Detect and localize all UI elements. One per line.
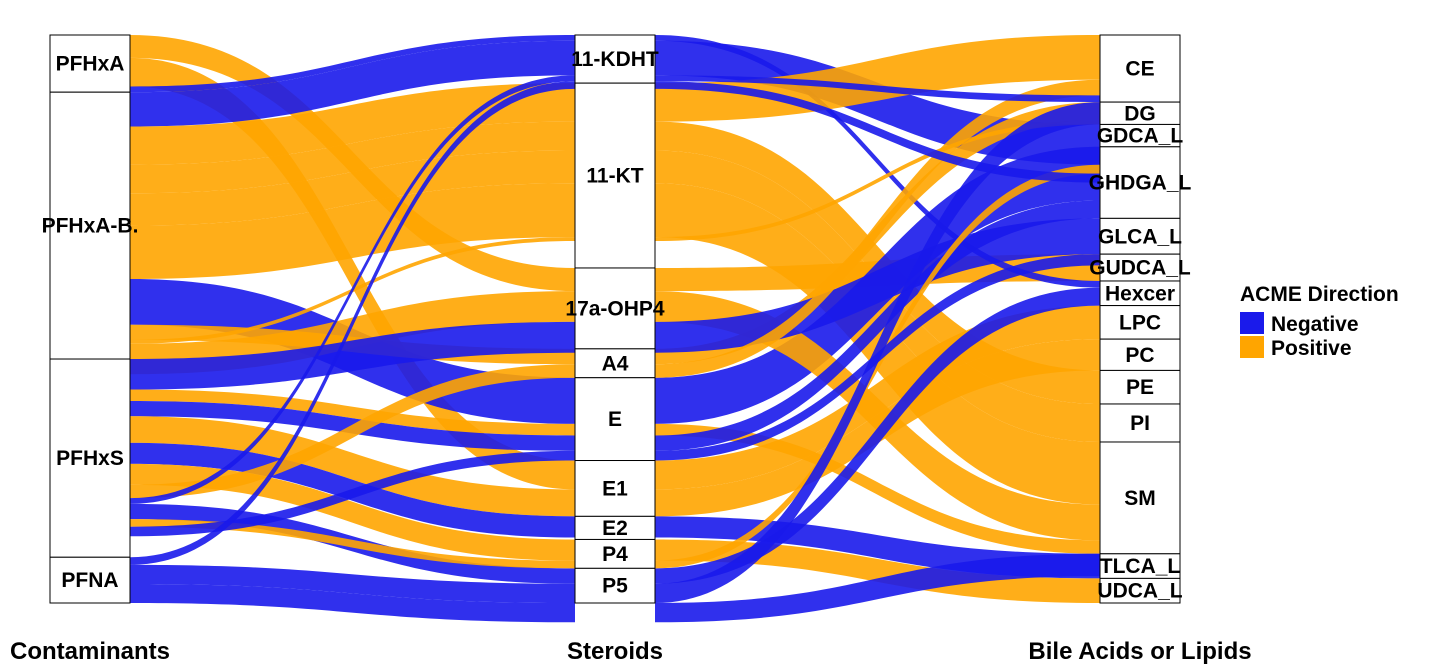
stratum-label-sm: SM [1124,487,1156,510]
stratum-label-hexcer: Hexcer [1105,282,1175,305]
flow-p5-ce-negative [655,102,1100,604]
axis-label-steroids: Steroids [567,638,663,665]
flow-e1-pc-positive [655,339,1100,517]
stratum-label-pc: PC [1125,344,1154,367]
flow-pfhxs-a4-positive [130,364,575,499]
stratum-sm [1099,441,1181,555]
flow-11-kdht-hexcer-negative [655,35,1100,288]
flow-pfna-p5-negative [130,564,575,603]
flow-pfhxs-17a-ohp4-negative [130,321,575,390]
flow-pfna-11-kdht-negative [130,81,575,565]
flow-pfhxa-e1-positive [130,57,575,490]
stratum-label-gudca-l: GUDCA_L [1089,257,1191,280]
stratum-e1 [574,460,656,517]
stratum-label-pfhxa: PFHxA [56,53,125,76]
flow-p5-hexcer-negative [655,287,1100,584]
legend-label-positive: Positive [1271,337,1352,360]
flow-pfhxs-11-kdht-negative [130,75,575,504]
flow-pfhxs-e-positive [130,389,575,436]
legend-swatch-negative [1240,312,1264,334]
flow-pfhxa-b-11-kt-positive [130,121,575,194]
axis-label-bile-acids-or-lipids: Bile Acids or Lipids [1028,638,1251,665]
stratum-pc [1099,338,1181,371]
stratum-label-gdca-l: GDCA_L [1097,125,1184,148]
flow-11-kdht-ce-negative [655,75,1100,103]
stratum-label-17a-ohp4: 17a-OHP4 [565,297,665,320]
flow-p5-sm-negative [655,553,1100,623]
stratum-hexcer [1099,280,1181,307]
stratum-e [574,377,656,462]
stratum-label-dg: DG [1124,102,1156,125]
stratum-pfhxa [49,34,131,93]
flow-11-kt-dg-positive [655,119,1100,242]
flow-e-ghdga-l-negative [655,200,1100,451]
legend-swatch-positive [1240,336,1264,358]
legend-title: ACME Direction [1240,283,1399,306]
stratum-p4 [574,538,656,569]
stratum-pfhxs [49,358,131,558]
flow-pfhxa-11-kdht-negative [130,35,575,93]
strata-layer: PFHxA PFHxA-B. PFHxS PFNA 11-KDHT 11-KT 17a-OH… [42,34,1192,604]
legend-label-negative: Negative [1271,313,1359,336]
stratum-label-udca-l: UDCA_L [1097,580,1182,603]
flow-a4-ce-positive [655,79,1100,378]
stratum-label-pe: PE [1126,376,1154,399]
flow-p4-udca-l-positive [655,539,1100,603]
stratum-label-ce: CE [1125,58,1154,81]
stratum-label-pfna: PFNA [61,569,118,592]
axis-label-layer: Contaminants Steroids Bile Acids or Lipids [10,638,1252,665]
stratum-pfna [49,556,131,604]
stratum-pi [1099,403,1181,443]
flow-pfhxa-b-11-kt-positive [130,83,575,165]
stratum-a4 [574,348,656,379]
flow-17a-ohp4-glca-l-negative [655,218,1100,353]
stratum-label-pfhxa-b: PFHxA-B. [42,215,139,238]
stratum-lpc [1099,305,1181,340]
flow-11-kdht-gdca-l-negative [655,81,1100,183]
flow-11-kt-ce-positive [655,35,1100,122]
flow-pfhxs-p4-positive [130,463,575,561]
stratum-11-kt [574,82,656,269]
flow-pfhxa-b-11-kdht-negative [130,40,575,127]
flow-pfna-p5-negative [130,583,575,623]
stratum-17a-ohp4 [574,267,656,350]
stratum-label-lpc: LPC [1119,311,1161,334]
flow-pfhxa-b-11-kt-positive [130,183,575,279]
stratum-label-pi: PI [1130,412,1150,435]
flow-pfhxs-p4-positive [130,519,575,569]
flow-pfhxa-b-17a-ohp4-positive [130,291,575,375]
stratum-label-a4: A4 [602,352,629,375]
stratum-ce [1099,34,1181,103]
stratum-label-11-kt: 11-KT [586,165,643,188]
flow-pfhxs-e1-positive [130,416,575,517]
stratum-label-e: E [608,408,622,431]
stratum-label-p5: P5 [602,575,628,598]
stratum-udca-l [1099,577,1181,604]
stratum-label-11-kdht: 11-KDHT [571,48,659,71]
stratum-11-kdht [574,34,656,84]
flow-pfhxs-e-negative [130,450,575,537]
stratum-label-e1: E1 [602,477,628,500]
stratum-label-tlca-l: TLCA_L [1100,555,1181,578]
stratum-p5 [574,567,656,604]
stratum-label-ghdga-l: GHDGA_L [1089,172,1192,195]
axis-label-contaminants: Contaminants [10,638,170,665]
flow-p4-gdca-l-positive [655,164,1100,569]
flow-e-sm-positive [655,423,1100,554]
stratum-label-e2: E2 [602,517,628,540]
stratum-label-glca-l: GLCA_L [1098,225,1182,248]
stratum-label-pfhxs: PFHxS [56,447,124,470]
stratum-label-p4: P4 [602,543,628,566]
stratum-pfhxa-b [49,91,131,360]
stratum-gudca-l [1099,253,1181,282]
flow-pfhxa-b-11-kt-positive [130,150,575,226]
flow-layer [130,35,1100,623]
